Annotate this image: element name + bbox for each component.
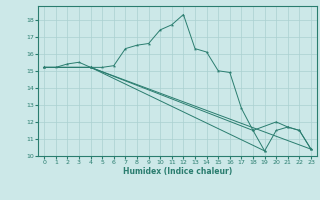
X-axis label: Humidex (Indice chaleur): Humidex (Indice chaleur) <box>123 167 232 176</box>
